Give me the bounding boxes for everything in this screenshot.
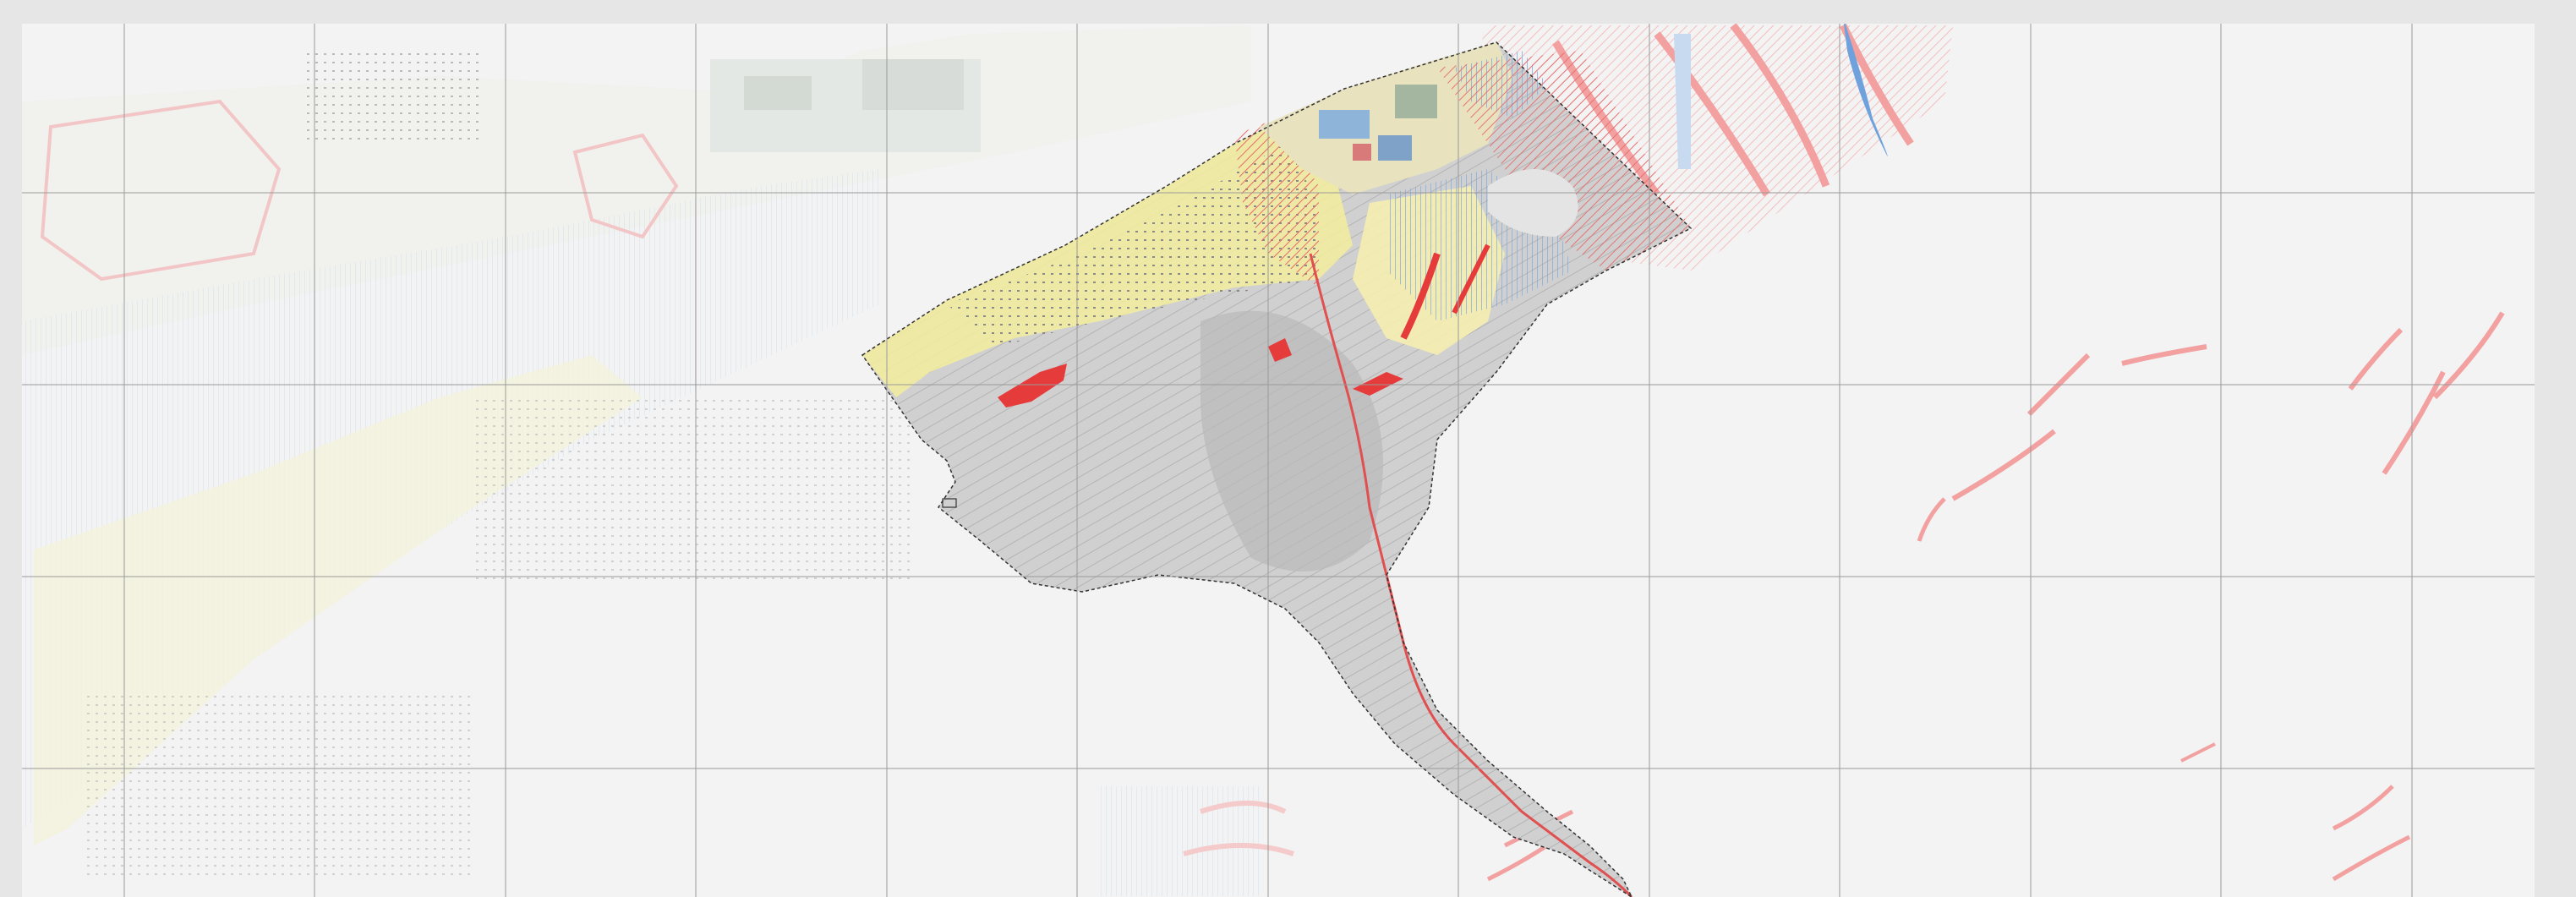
- steep-terrain: [1200, 310, 1383, 572]
- red-hatched-zone: [1437, 51, 1691, 271]
- buildings: [947, 144, 1319, 347]
- hazard-patch: [998, 364, 1067, 407]
- hazard-patch: [1353, 372, 1403, 396]
- faded-basemap: [22, 25, 1294, 896]
- blue-building: [1319, 110, 1370, 139]
- red-building: [1353, 144, 1371, 161]
- blue-building: [1378, 135, 1412, 161]
- boundary-marker: [942, 498, 957, 508]
- grid-lines: [22, 24, 2535, 897]
- hazard-patch: [1268, 338, 1292, 362]
- stream-line: [1309, 253, 1633, 897]
- study-area[interactable]: [861, 41, 1693, 897]
- hazard-patch: [1400, 252, 1441, 340]
- study-area-boundary[interactable]: [861, 41, 1693, 897]
- green-building: [1395, 85, 1437, 118]
- hazard-patch: [1452, 243, 1490, 314]
- open-area: [1488, 169, 1578, 237]
